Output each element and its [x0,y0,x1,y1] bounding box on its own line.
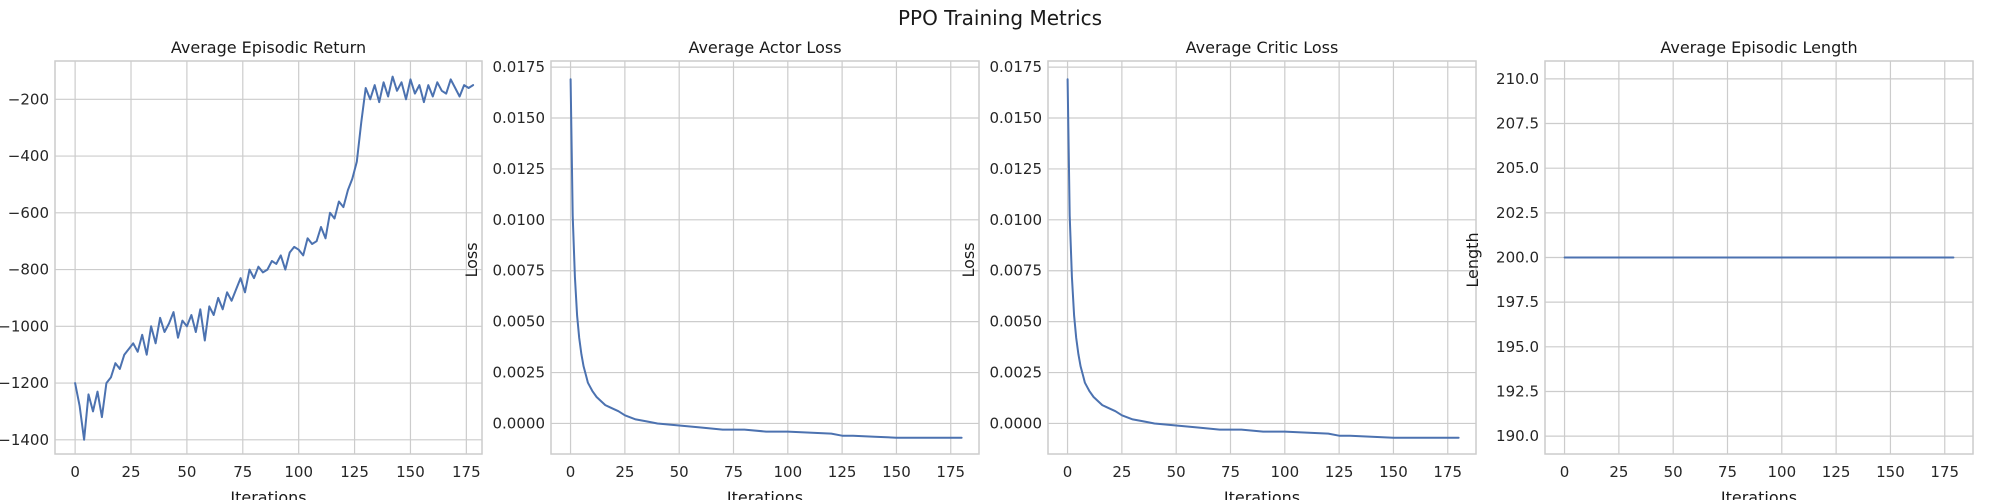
x-tick-label: 125 [340,463,369,481]
x-tick-label: 125 [828,463,857,481]
series-line [1066,78,1460,439]
x-tick-label: 175 [1930,463,1959,481]
x-tick-label: 175 [936,463,965,481]
x-tick-label: 150 [1876,463,1905,481]
x-tick-label: 50 [1167,463,1186,481]
panel-title: Average Episodic Return [171,38,366,57]
plot-frame [550,60,980,455]
y-tick-label: 195.0 [1496,338,1539,356]
y-tick-label: 207.5 [1496,115,1539,133]
x-axis-label: Iterations [1721,488,1797,500]
y-tick-label: 0.0000 [493,414,546,432]
plot-frame [1544,60,1974,455]
y-tick-label: 0.0175 [493,58,546,76]
y-tick-label: 0.0100 [990,211,1043,229]
x-tick-label: 150 [396,463,425,481]
panel-average-episodic-length: Average Episodic Length Iterations Lengt… [1463,38,1974,500]
y-tick-label: 0.0025 [990,364,1043,382]
panel-title: Average Actor Loss [688,38,841,57]
x-tick-label: 75 [1221,463,1240,481]
panel-average-actor-loss: Average Actor Loss Iterations Loss 0 25 50… [462,38,980,500]
x-tick-label: 100 [1767,463,1796,481]
panel-title: Average Critic Loss [1186,38,1339,57]
y-tick-label: 0.0150 [990,109,1043,127]
y-tick-label: 0.0100 [493,211,546,229]
x-tick-label: 0 [70,463,80,481]
y-axis-label: Loss [462,242,481,277]
series-line [74,75,475,441]
y-tick-label: −400 [8,147,49,165]
x-tick-label: 100 [773,463,802,481]
figure-title: PPO Training Metrics [898,6,1102,30]
series-line [569,78,963,439]
y-axis-label: Loss [959,242,978,277]
y-tick-label: 197.5 [1496,293,1539,311]
y-tick-label: 0.0025 [493,364,546,382]
panel-average-episodic-return: Average Episodic Return Iterations 0 25 50… [0,38,483,500]
y-tick-label: 0.0125 [493,160,546,178]
y-tick-label: 0.0050 [990,313,1043,331]
x-tick-label: 0 [1063,463,1073,481]
y-tick-label: 0.0000 [990,414,1043,432]
y-tick-label: 200.0 [1496,249,1539,267]
y-axis-label: Length [1463,232,1482,287]
x-tick-label: 75 [1718,463,1737,481]
y-tick-label: 0.0075 [990,262,1043,280]
y-tick-label: 0.0050 [493,313,546,331]
y-tick-label: −1400 [0,431,49,449]
x-tick-label: 125 [1822,463,1851,481]
x-tick-label: 175 [1433,463,1462,481]
y-tick-label: 0.0125 [990,160,1043,178]
x-tick-label: 100 [1270,463,1299,481]
x-axis-label: Iterations [727,488,803,500]
y-tick-label: 0.0150 [493,109,546,127]
x-axis-label: Iterations [230,488,306,500]
x-tick-label: 125 [1325,463,1354,481]
y-tick-label: 190.0 [1496,427,1539,445]
y-tick-label: 0.0175 [990,58,1043,76]
y-tick-label: −1200 [0,374,49,392]
x-tick-label: 50 [177,463,196,481]
x-tick-label: 150 [1379,463,1408,481]
x-tick-label: 175 [452,463,481,481]
y-tick-label: −200 [8,90,49,108]
x-tick-label: 150 [882,463,911,481]
x-tick-label: 25 [615,463,634,481]
x-tick-label: 25 [121,463,140,481]
x-tick-label: 0 [1560,463,1570,481]
y-tick-label: −800 [8,261,49,279]
y-tick-label: 192.5 [1496,382,1539,400]
y-tick-label: −1000 [0,317,49,335]
y-tick-label: 202.5 [1496,204,1539,222]
x-tick-label: 50 [670,463,689,481]
y-tick-label: −600 [8,204,49,222]
x-tick-label: 50 [1664,463,1683,481]
y-tick-label: 210.0 [1496,70,1539,88]
x-tick-label: 75 [724,463,743,481]
y-tick-label: 205.0 [1496,159,1539,177]
panel-title: Average Episodic Length [1660,38,1857,57]
x-tick-label: 75 [233,463,252,481]
x-tick-label: 25 [1112,463,1131,481]
x-tick-label: 0 [566,463,576,481]
plot-frame [1047,60,1477,455]
y-tick-label: 0.0075 [493,262,546,280]
plot-frame [54,60,483,455]
x-tick-label: 25 [1609,463,1628,481]
x-axis-label: Iterations [1224,488,1300,500]
panel-average-critic-loss: Average Critic Loss Iterations Loss 0 25 5… [959,38,1477,500]
x-tick-label: 100 [284,463,313,481]
